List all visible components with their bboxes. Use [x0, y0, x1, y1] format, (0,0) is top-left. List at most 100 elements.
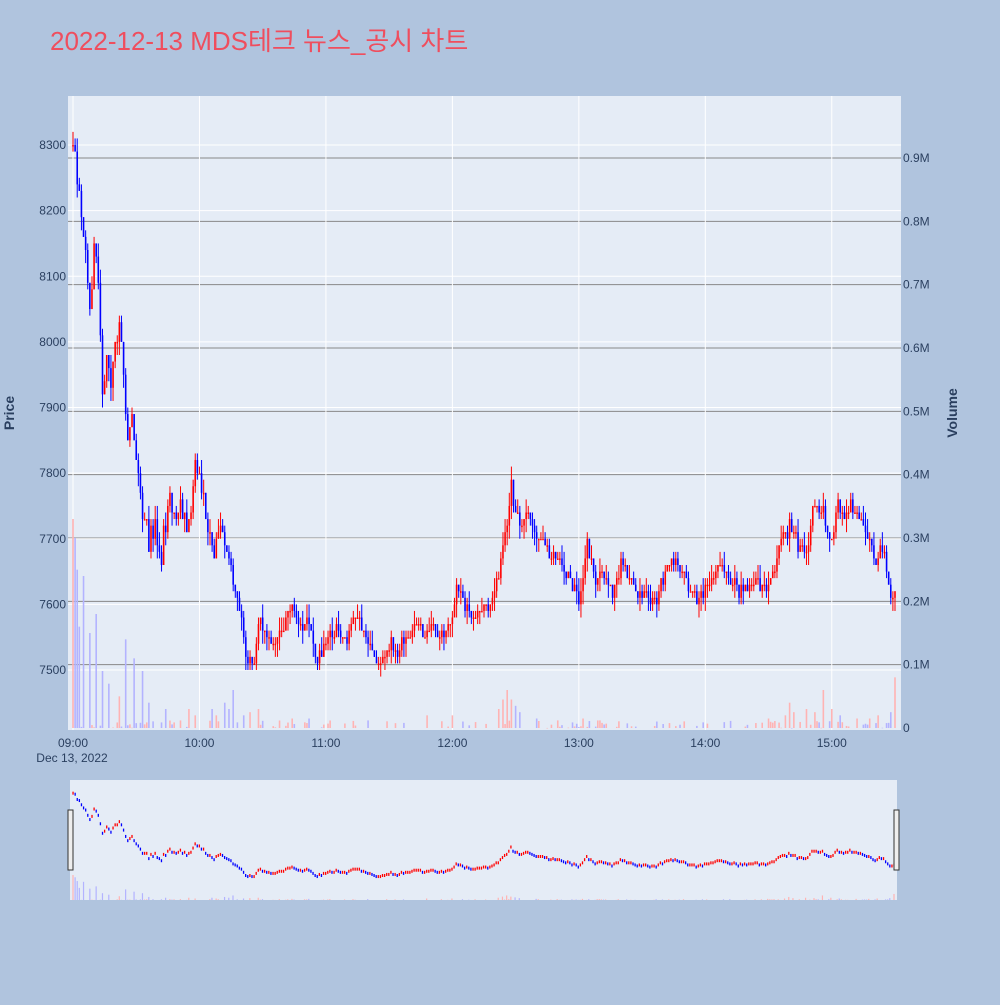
- candle-body: [298, 618, 300, 625]
- candle-body: [437, 631, 439, 638]
- slider-volume-bar: [329, 899, 330, 900]
- volume-bar: [603, 724, 605, 728]
- slider-volume-bar: [799, 899, 800, 900]
- slider-candle: [510, 846, 511, 849]
- slider-candle: [540, 855, 541, 858]
- slider-volume-bar: [830, 898, 831, 900]
- candle-body: [146, 519, 148, 521]
- slider-candle: [569, 861, 570, 864]
- slider-volume-bar: [813, 898, 814, 900]
- slider-candle: [384, 874, 385, 877]
- range-slider[interactable]: [70, 780, 897, 900]
- slider-candle: [839, 851, 840, 854]
- candle-body: [844, 513, 846, 520]
- volume-bar: [578, 727, 580, 728]
- candle-body: [808, 545, 810, 552]
- slider-candle: [394, 873, 395, 876]
- slider-candle: [700, 863, 701, 866]
- candle-body: [879, 545, 881, 558]
- slider-candle: [818, 851, 819, 854]
- range-slider-left-handle[interactable]: [68, 810, 73, 870]
- slider-candle: [889, 865, 890, 868]
- slider-candle: [230, 859, 231, 862]
- slider-candle: [639, 863, 640, 866]
- slider-candle: [647, 865, 648, 868]
- volume-bar: [194, 715, 196, 728]
- candle-body: [675, 558, 677, 565]
- slider-candle: [310, 870, 311, 873]
- candle-body: [91, 289, 93, 309]
- slider-candle: [672, 859, 673, 862]
- slider-candle: [144, 852, 145, 855]
- volume-bar: [119, 696, 121, 728]
- slider-candle: [424, 871, 425, 874]
- candle-body: [81, 191, 83, 217]
- volume-bar: [93, 727, 95, 728]
- slider-candle: [161, 859, 162, 862]
- candle-body: [138, 460, 140, 473]
- candle-body: [418, 624, 420, 626]
- candle-body: [487, 604, 489, 611]
- candle-body: [152, 526, 154, 539]
- candle-body: [580, 591, 582, 604]
- x-axis-date-label: Dec 13, 2022: [36, 751, 108, 765]
- slider-volume-bar: [148, 897, 149, 900]
- main-plot-area[interactable]: [68, 96, 901, 730]
- volume-bar: [842, 722, 844, 728]
- candle-body: [589, 539, 591, 559]
- slider-volume-bar: [788, 897, 789, 900]
- candle-body: [686, 572, 688, 579]
- slider-candle: [169, 848, 170, 851]
- slider-candle: [708, 862, 709, 865]
- slider-candle: [630, 861, 631, 864]
- slider-candle: [403, 872, 404, 875]
- slider-candle: [247, 875, 248, 878]
- candle-body: [175, 513, 177, 520]
- volume-bar: [506, 690, 508, 728]
- slider-candle: [879, 856, 880, 859]
- slider-volume-bar: [874, 899, 875, 900]
- slider-candle: [481, 867, 482, 870]
- candle-body: [220, 526, 222, 533]
- volume-bar: [799, 722, 801, 728]
- candle-body: [521, 526, 523, 528]
- slider-candle: [891, 865, 892, 868]
- slider-volume-bar: [706, 899, 707, 900]
- slider-candle: [237, 865, 238, 868]
- slider-volume-bar: [232, 895, 233, 900]
- candle-body: [799, 545, 801, 552]
- candle-body: [842, 513, 844, 515]
- candle-body: [350, 624, 352, 631]
- volume-bar: [287, 723, 289, 728]
- slider-candle: [386, 873, 387, 876]
- slider-candle: [693, 863, 694, 866]
- candle-body: [747, 585, 749, 592]
- slider-candle: [877, 858, 878, 861]
- slider-candle: [163, 853, 164, 856]
- candle-body: [456, 585, 458, 605]
- slider-volume-bar: [161, 899, 162, 900]
- slider-candle: [740, 862, 741, 865]
- slider-volume-bar: [519, 898, 520, 900]
- slider-candle: [466, 866, 467, 869]
- candle-body: [511, 480, 513, 506]
- range-slider-right-handle[interactable]: [894, 810, 899, 870]
- slider-candle: [123, 829, 124, 832]
- candle-body: [831, 539, 833, 541]
- volume-bar: [209, 721, 211, 728]
- volume-bar: [561, 725, 563, 728]
- candle-body: [247, 657, 249, 664]
- slider-candle: [491, 865, 492, 868]
- slider-candle: [363, 870, 364, 873]
- slider-candle: [152, 855, 153, 858]
- candle-body: [76, 152, 78, 185]
- slider-volume-bar: [877, 898, 878, 900]
- slider-volume-bar: [180, 899, 181, 900]
- slider-volume-bar: [117, 899, 118, 900]
- slider-candle: [780, 855, 781, 858]
- slider-candle: [378, 875, 379, 878]
- candle-body: [801, 545, 803, 547]
- slider-candle: [348, 870, 349, 873]
- slider-volume-bar: [394, 899, 395, 900]
- slider-candle: [698, 865, 699, 868]
